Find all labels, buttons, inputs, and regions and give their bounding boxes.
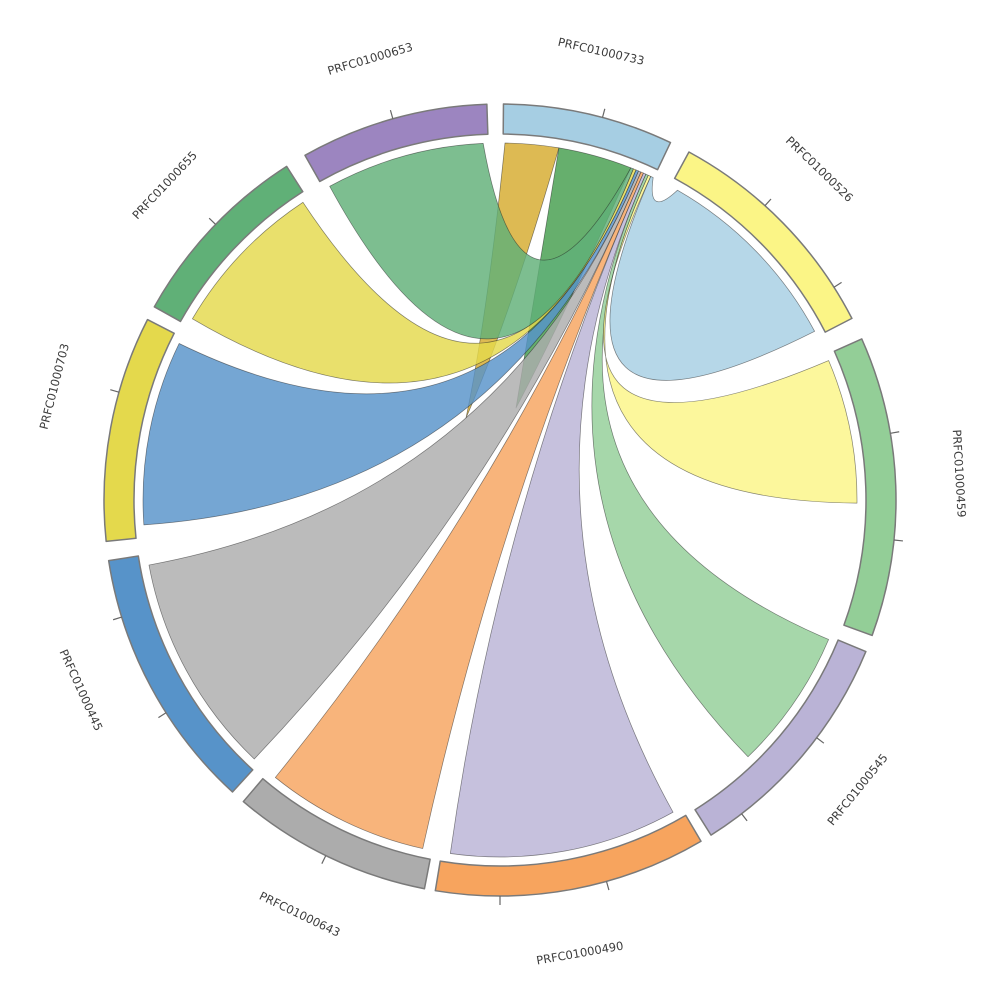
tick-mark xyxy=(601,108,606,118)
tick-mark xyxy=(890,431,900,434)
tick-mark xyxy=(605,881,610,891)
tick-mark xyxy=(110,389,120,393)
tick-mark xyxy=(741,813,748,822)
chord-ribbon-PRFC01000445 xyxy=(148,170,642,760)
segment-label-PRFC01000459: PRFC01000459 xyxy=(950,429,969,518)
segment-label-PRFC01000643: PRFC01000643 xyxy=(257,889,342,940)
chord-ribbon-PRFC01000703 xyxy=(142,169,639,526)
segment-label-PRFC01000733: PRFC01000733 xyxy=(557,35,646,68)
tick-marks-layer xyxy=(110,108,903,905)
segment-arc-PRFC01000459 xyxy=(833,338,897,637)
tick-mark xyxy=(389,109,394,119)
segment-arc-PRFC01000445 xyxy=(107,555,254,793)
chord-ribbon-PRFC01000643 xyxy=(274,171,644,849)
segment-label-PRFC01000653: PRFC01000653 xyxy=(326,40,414,78)
tick-mark xyxy=(893,539,903,542)
segment-arc-PRFC01000545 xyxy=(694,639,867,836)
segment-label-PRFC01000545: PRFC01000545 xyxy=(824,751,890,828)
tick-mark xyxy=(208,217,217,225)
segment-label-PRFC01000703: PRFC01000703 xyxy=(37,342,72,431)
segment-arc-PRFC01000653 xyxy=(304,103,489,183)
tick-mark xyxy=(321,855,327,864)
segment-arc-PRFC01000490 xyxy=(434,814,702,897)
tick-mark xyxy=(816,737,825,744)
chord-ribbon-PRFC01000459 xyxy=(603,174,858,504)
segment-arc-PRFC01000655 xyxy=(153,165,304,323)
segment-label-PRFC01000526: PRFC01000526 xyxy=(783,133,856,204)
segment-bands-layer xyxy=(103,103,897,897)
chord-ribbon-PRFC01000526 xyxy=(609,176,815,381)
segment-arc-PRFC01000703 xyxy=(103,318,175,543)
chord-ribbon-PRFC01000655 xyxy=(192,168,637,384)
segment-label-PRFC01000655: PRFC01000655 xyxy=(129,148,200,222)
tick-mark xyxy=(833,281,842,288)
segment-label-PRFC01000490: PRFC01000490 xyxy=(535,938,624,967)
tick-mark xyxy=(158,712,167,719)
tick-mark xyxy=(112,616,122,621)
segment-label-PRFC01000445: PRFC01000445 xyxy=(56,647,105,733)
ribbons-layer xyxy=(142,142,858,858)
chord-ribbon-PRFC01000545 xyxy=(591,173,829,758)
chord-ribbon-PRFC01000653 xyxy=(329,143,634,340)
segment-arc-PRFC01000733 xyxy=(502,103,672,171)
chord-ribbon-PRFC01000490 xyxy=(449,172,674,858)
segment-arc-PRFC01000643 xyxy=(242,777,431,890)
segment-arc-PRFC01000526 xyxy=(673,151,853,333)
tick-mark xyxy=(764,198,772,207)
